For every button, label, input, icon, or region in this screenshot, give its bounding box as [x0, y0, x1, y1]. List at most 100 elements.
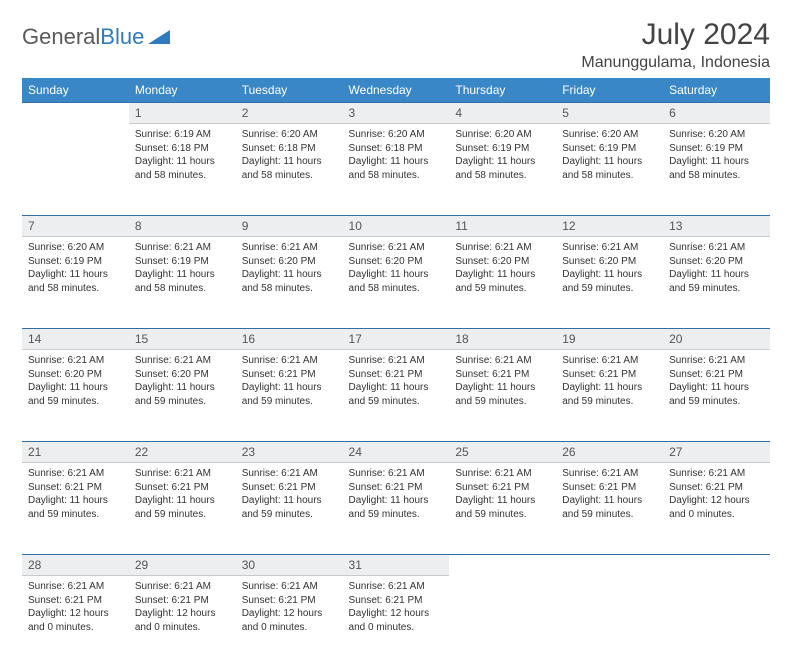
sunset-line: Sunset: 6:18 PM: [135, 142, 230, 156]
sunrise-line: Sunrise: 6:21 AM: [28, 354, 123, 368]
weekday-header-row: SundayMondayTuesdayWednesdayThursdayFrid…: [22, 78, 770, 103]
sunset-line: Sunset: 6:20 PM: [669, 255, 764, 269]
day-number: 17: [343, 329, 450, 350]
sunrise-line: Sunrise: 6:20 AM: [349, 128, 444, 142]
sunset-line: Sunset: 6:21 PM: [349, 368, 444, 382]
day-cell: Sunrise: 6:21 AMSunset: 6:20 PMDaylight:…: [343, 237, 450, 323]
daylight-line: Daylight: 11 hours and 59 minutes.: [455, 268, 550, 295]
day-number: 30: [236, 555, 343, 576]
sunset-line: Sunset: 6:21 PM: [669, 481, 764, 495]
sunset-line: Sunset: 6:21 PM: [135, 481, 230, 495]
daylight-line: Daylight: 11 hours and 59 minutes.: [562, 381, 657, 408]
day-cell: [22, 124, 129, 210]
sunset-line: Sunset: 6:20 PM: [28, 368, 123, 382]
day-number: 1: [129, 103, 236, 124]
daylight-line: Daylight: 11 hours and 59 minutes.: [669, 381, 764, 408]
sunrise-line: Sunrise: 6:21 AM: [135, 467, 230, 481]
daylight-line: Daylight: 11 hours and 59 minutes.: [28, 494, 123, 521]
sunrise-line: Sunrise: 6:21 AM: [28, 580, 123, 594]
sunrise-line: Sunrise: 6:20 AM: [669, 128, 764, 142]
daylight-line: Daylight: 11 hours and 58 minutes.: [349, 155, 444, 182]
day-number: 3: [343, 103, 450, 124]
sunrise-line: Sunrise: 6:21 AM: [242, 354, 337, 368]
day-cell: Sunrise: 6:21 AMSunset: 6:20 PMDaylight:…: [22, 350, 129, 436]
sunset-line: Sunset: 6:18 PM: [349, 142, 444, 156]
sunset-line: Sunset: 6:19 PM: [669, 142, 764, 156]
sunrise-line: Sunrise: 6:19 AM: [135, 128, 230, 142]
sunrise-line: Sunrise: 6:20 AM: [455, 128, 550, 142]
sunset-line: Sunset: 6:21 PM: [349, 594, 444, 608]
day-cell: Sunrise: 6:21 AMSunset: 6:21 PMDaylight:…: [343, 576, 450, 662]
day-cell: Sunrise: 6:21 AMSunset: 6:21 PMDaylight:…: [663, 350, 770, 436]
daylight-line: Daylight: 11 hours and 59 minutes.: [135, 381, 230, 408]
daylight-line: Daylight: 11 hours and 58 minutes.: [242, 268, 337, 295]
daylight-line: Daylight: 11 hours and 59 minutes.: [28, 381, 123, 408]
day-cell: Sunrise: 6:21 AMSunset: 6:21 PMDaylight:…: [343, 463, 450, 549]
sunrise-line: Sunrise: 6:21 AM: [669, 241, 764, 255]
sunrise-line: Sunrise: 6:20 AM: [28, 241, 123, 255]
sunset-line: Sunset: 6:20 PM: [562, 255, 657, 269]
sunset-line: Sunset: 6:21 PM: [455, 481, 550, 495]
daylight-line: Daylight: 11 hours and 59 minutes.: [562, 268, 657, 295]
sunrise-line: Sunrise: 6:21 AM: [28, 467, 123, 481]
daylight-line: Daylight: 11 hours and 59 minutes.: [349, 381, 444, 408]
day-number: 2: [236, 103, 343, 124]
day-number-row: 28293031: [22, 555, 770, 576]
day-cell: Sunrise: 6:21 AMSunset: 6:21 PMDaylight:…: [236, 350, 343, 436]
day-number: 5: [556, 103, 663, 124]
day-number: 14: [22, 329, 129, 350]
weekday-header: Tuesday: [236, 78, 343, 103]
day-number: 23: [236, 442, 343, 463]
day-number: 12: [556, 216, 663, 237]
day-number: 27: [663, 442, 770, 463]
day-number-row: 14151617181920: [22, 329, 770, 350]
sunrise-line: Sunrise: 6:21 AM: [242, 580, 337, 594]
daylight-line: Daylight: 11 hours and 59 minutes.: [135, 494, 230, 521]
day-cell: Sunrise: 6:21 AMSunset: 6:21 PMDaylight:…: [236, 463, 343, 549]
logo-text-1: General: [22, 24, 100, 50]
day-cell: Sunrise: 6:21 AMSunset: 6:21 PMDaylight:…: [556, 350, 663, 436]
sunset-line: Sunset: 6:21 PM: [28, 594, 123, 608]
day-number: [449, 555, 556, 576]
calendar-table: SundayMondayTuesdayWednesdayThursdayFrid…: [22, 78, 770, 668]
sunset-line: Sunset: 6:21 PM: [349, 481, 444, 495]
sunset-line: Sunset: 6:21 PM: [242, 481, 337, 495]
day-number: 28: [22, 555, 129, 576]
day-number: 4: [449, 103, 556, 124]
day-number: 26: [556, 442, 663, 463]
daylight-line: Daylight: 11 hours and 59 minutes.: [562, 494, 657, 521]
sunset-line: Sunset: 6:20 PM: [455, 255, 550, 269]
day-detail-row: Sunrise: 6:20 AM Sunset: 6:19 PM Daylight:…: [22, 237, 770, 323]
sunrise-line: Sunrise: 6:21 AM: [135, 241, 230, 255]
day-number-row: 21222324252627: [22, 442, 770, 463]
sunset-line: Sunset: 6:21 PM: [135, 594, 230, 608]
day-cell: Sunrise: 6:21 AMSunset: 6:21 PMDaylight:…: [22, 576, 129, 662]
day-cell: Sunrise: 6:21 AMSunset: 6:21 PMDaylight:…: [449, 463, 556, 549]
day-detail-row: Sunrise: 6:19 AMSunset: 6:18 PMDaylight:…: [22, 124, 770, 210]
day-cell: Sunrise: 6:21 AMSunset: 6:20 PMDaylight:…: [129, 350, 236, 436]
logo: GeneralBlue: [22, 24, 170, 50]
sunrise-line: Sunrise: 6:21 AM: [349, 354, 444, 368]
sunrise-line: Sunrise: 6:21 AM: [455, 354, 550, 368]
day-cell: Sunrise: 6:21 AMSunset: 6:20 PMDaylight:…: [236, 237, 343, 323]
sunrise-line: Sunrise: 6:21 AM: [562, 241, 657, 255]
daylight-line: Daylight: 11 hours and 58 minutes.: [455, 155, 550, 182]
sunset-line: Sunset: 6:21 PM: [455, 368, 550, 382]
sunrise-line: Sunrise: 6:21 AM: [669, 467, 764, 481]
day-number: 25: [449, 442, 556, 463]
sunset-line: Sunset: 6:19 PM: [135, 255, 230, 269]
day-cell: Sunrise: 6:21 AMSunset: 6:21 PMDaylight:…: [129, 576, 236, 662]
daylight-line: Daylight: 11 hours and 59 minutes.: [669, 268, 764, 295]
sunrise-line: Sunrise: 6:21 AM: [135, 354, 230, 368]
day-cell: Sunrise: 6:21 AMSunset: 6:20 PMDaylight:…: [663, 237, 770, 323]
sunrise-line: Sunrise: 6:21 AM: [349, 580, 444, 594]
weekday-header: Friday: [556, 78, 663, 103]
day-number-row: 123456: [22, 103, 770, 124]
day-number-row: 78910111213: [22, 216, 770, 237]
day-cell: Sunrise: 6:21 AMSunset: 6:20 PMDaylight:…: [556, 237, 663, 323]
sunset-line: Sunset: 6:20 PM: [242, 255, 337, 269]
day-cell: Sunrise: 6:21 AMSunset: 6:21 PMDaylight:…: [22, 463, 129, 549]
day-cell: Sunrise: 6:21 AMSunset: 6:21 PMDaylight:…: [236, 576, 343, 662]
day-detail-row: Sunrise: 6:21 AMSunset: 6:21 PMDaylight:…: [22, 463, 770, 549]
day-cell: [556, 576, 663, 662]
